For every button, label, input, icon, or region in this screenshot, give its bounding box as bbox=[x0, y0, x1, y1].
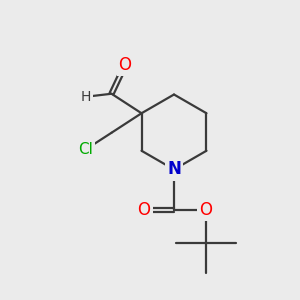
Text: H: H bbox=[81, 90, 91, 104]
Text: Cl: Cl bbox=[79, 142, 94, 157]
Text: N: N bbox=[167, 160, 181, 178]
Text: O: O bbox=[199, 201, 212, 219]
Text: O: O bbox=[118, 56, 131, 74]
Text: O: O bbox=[137, 201, 151, 219]
